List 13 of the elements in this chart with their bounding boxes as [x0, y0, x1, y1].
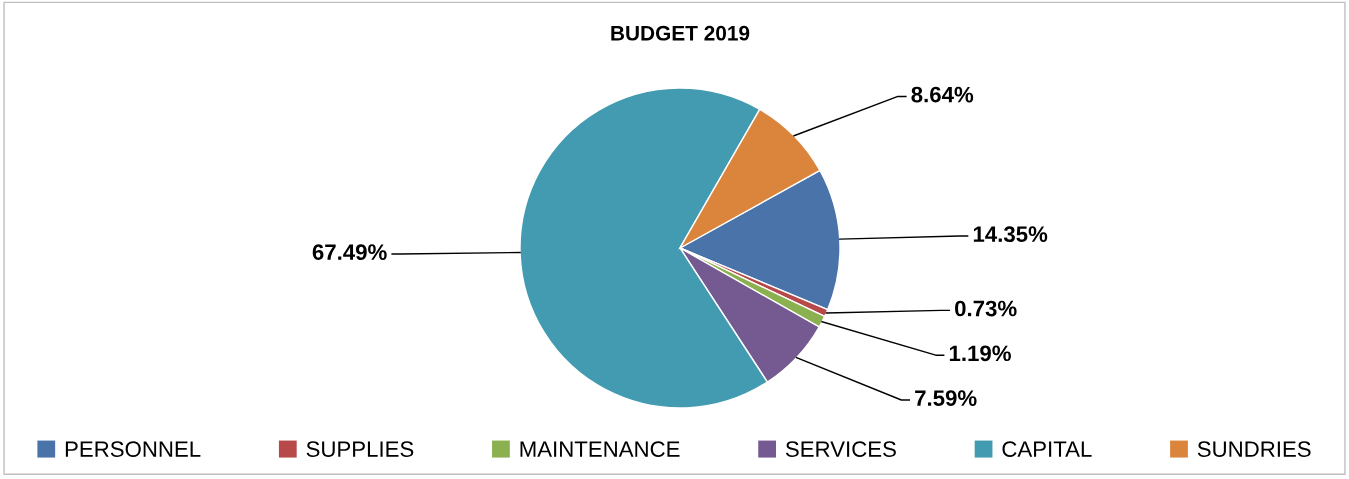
data-label: 14.35% — [973, 226, 1048, 243]
legend-label: SUNDRIES — [1197, 441, 1311, 457]
legend-label: MAINTENANCE — [520, 441, 680, 457]
chart-title: BUDGET 2019 — [611, 25, 750, 41]
legend-label: PERSONNEL — [65, 441, 201, 457]
data-label: 8.64% — [911, 86, 974, 103]
legend-label: CAPITAL — [1002, 441, 1092, 457]
data-label: 67.49% — [312, 244, 387, 260]
legend-label: SUPPLIES — [306, 441, 414, 457]
data-label: 0.73% — [955, 300, 1017, 317]
data-label: 1.19% — [949, 345, 1011, 362]
data-label: 7.59% — [915, 390, 977, 406]
legend-label: SERVICES — [785, 441, 896, 457]
